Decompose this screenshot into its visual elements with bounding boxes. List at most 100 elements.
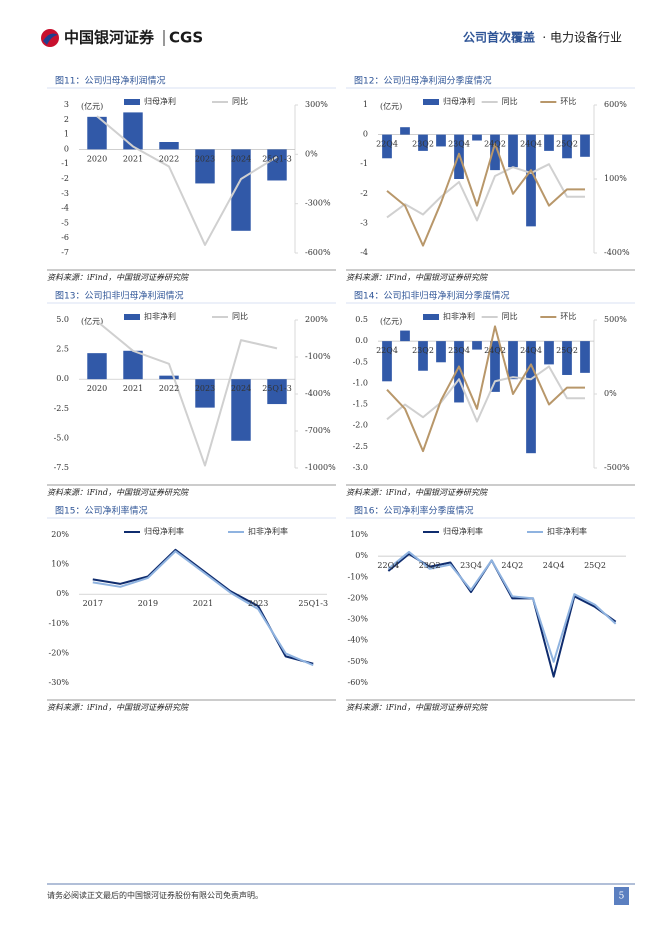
bar [544, 341, 554, 365]
y-tick-label: -1.0 [353, 378, 368, 387]
y-tick-label: 0.0 [355, 336, 368, 345]
y-tick-label: -1 [61, 159, 69, 168]
y2-tick-label: -400% [604, 248, 630, 257]
source: 资料来源：iFind，中国银河证券研究院 [47, 703, 190, 712]
y-tick-label: 1 [64, 130, 69, 139]
bar [267, 149, 287, 181]
legend-label: 扣非净利率 [248, 526, 288, 536]
y-tick-label: 0 [363, 130, 368, 139]
line [386, 325, 585, 453]
x-tick-label: 24Q2 [501, 561, 523, 570]
unit-label: (亿元) [380, 316, 402, 326]
y-tick-label: -20% [49, 648, 70, 657]
y2-tick-label: 0% [305, 149, 318, 158]
bar [159, 142, 179, 150]
y-tick-label: -6 [61, 233, 69, 242]
y-tick-label: -4 [360, 248, 368, 257]
bar [87, 353, 107, 380]
y-tick-label: -5.0 [54, 433, 69, 442]
y-tick-label: -3.0 [353, 463, 368, 472]
legend-label: 归母净利 [144, 96, 176, 106]
x-tick-label: 2023 [195, 384, 215, 393]
legend-label: 扣非净利 [443, 311, 475, 321]
source: 资料来源：iFind，中国银河证券研究院 [346, 703, 489, 712]
x-tick-label: 2023 [195, 154, 215, 163]
y2-tick-label: 0% [604, 389, 617, 398]
bar [382, 134, 392, 159]
x-tick-label: 23Q4 [448, 140, 470, 149]
x-tick-label: 23Q4 [460, 561, 482, 570]
x-tick-label: 2019 [138, 599, 158, 608]
bar [87, 116, 107, 150]
x-tick-label: 25Q1-3 [262, 384, 292, 393]
y-tick-label: 2.5 [56, 345, 69, 354]
y2-tick-label: 200% [305, 315, 328, 324]
source: 资料来源：iFind，中国银河证券研究院 [47, 488, 190, 497]
y-tick-label: -60% [348, 678, 369, 687]
x-tick-label: 25Q1-3 [298, 599, 328, 608]
bar [580, 341, 590, 373]
bar [195, 149, 215, 184]
line [386, 142, 585, 247]
bar [472, 134, 482, 141]
y-tick-label: -2 [360, 189, 368, 198]
legend-label: 环比 [560, 311, 576, 321]
logo-en: CGS [169, 29, 203, 47]
x-tick-label: 23Q2 [412, 140, 434, 149]
y-tick-label: -4 [61, 204, 69, 213]
legend-label: 同比 [232, 96, 248, 106]
source: 资料来源：iFind，中国银河证券研究院 [346, 488, 489, 497]
y-tick-label: -20% [348, 593, 369, 602]
y-tick-label: -3 [360, 218, 368, 227]
y-tick-label: 0% [56, 589, 69, 598]
x-tick-label: 2017 [83, 599, 103, 608]
y-tick-label: -0.5 [353, 357, 368, 366]
bar [508, 134, 518, 168]
bar [231, 149, 251, 231]
figure-title: 图15：公司净利率情况 [55, 505, 147, 517]
figure-title: 图16：公司净利率分季度情况 [354, 505, 473, 517]
legend-label: 同比 [502, 311, 518, 321]
line [92, 550, 314, 667]
bar [123, 350, 143, 380]
x-tick-label: 2024 [231, 154, 251, 163]
y2-tick-label: 300% [305, 100, 328, 109]
x-tick-label: 24Q2 [484, 140, 506, 149]
y2-tick-label: 600% [604, 100, 627, 109]
bar [123, 112, 143, 150]
logo-text: 中国银河证券 [64, 29, 155, 47]
y2-tick-label: -300% [305, 199, 331, 208]
figure-title: 图12：公司归母净利润分季度情况 [354, 75, 491, 87]
x-tick-label: 2021 [123, 384, 143, 393]
legend-swatch [423, 314, 439, 320]
bar [195, 379, 215, 408]
y-tick-label: 20% [51, 530, 69, 539]
x-tick-label: 2024 [231, 384, 251, 393]
y2-tick-label: 500% [604, 315, 627, 324]
y-tick-label: -10% [348, 572, 369, 581]
x-tick-label: 24Q4 [520, 346, 542, 355]
bar [526, 341, 536, 454]
x-tick-label: 2021 [193, 599, 213, 608]
y-tick-label: 3 [64, 100, 69, 109]
y2-tick-label: -100% [305, 352, 331, 361]
bar [454, 341, 464, 403]
unit-label: (亿元) [81, 101, 103, 111]
y-tick-label: 10% [350, 530, 368, 539]
legend-label: 归母净利率 [443, 526, 483, 536]
legend-label: 归母净利率 [144, 526, 184, 536]
x-tick-label: 2020 [87, 384, 107, 393]
bar [400, 330, 410, 342]
y-tick-label: -2.5 [54, 404, 69, 413]
line [96, 320, 278, 467]
unit-label: (亿元) [81, 316, 103, 326]
legend-swatch [124, 314, 140, 320]
y-tick-label: -30% [49, 678, 70, 687]
bar [436, 134, 446, 147]
y-tick-label: 0.0 [56, 374, 69, 383]
y2-tick-label: -700% [305, 426, 331, 435]
y2-tick-label: 100% [604, 174, 627, 183]
x-tick-label: 24Q4 [520, 140, 542, 149]
